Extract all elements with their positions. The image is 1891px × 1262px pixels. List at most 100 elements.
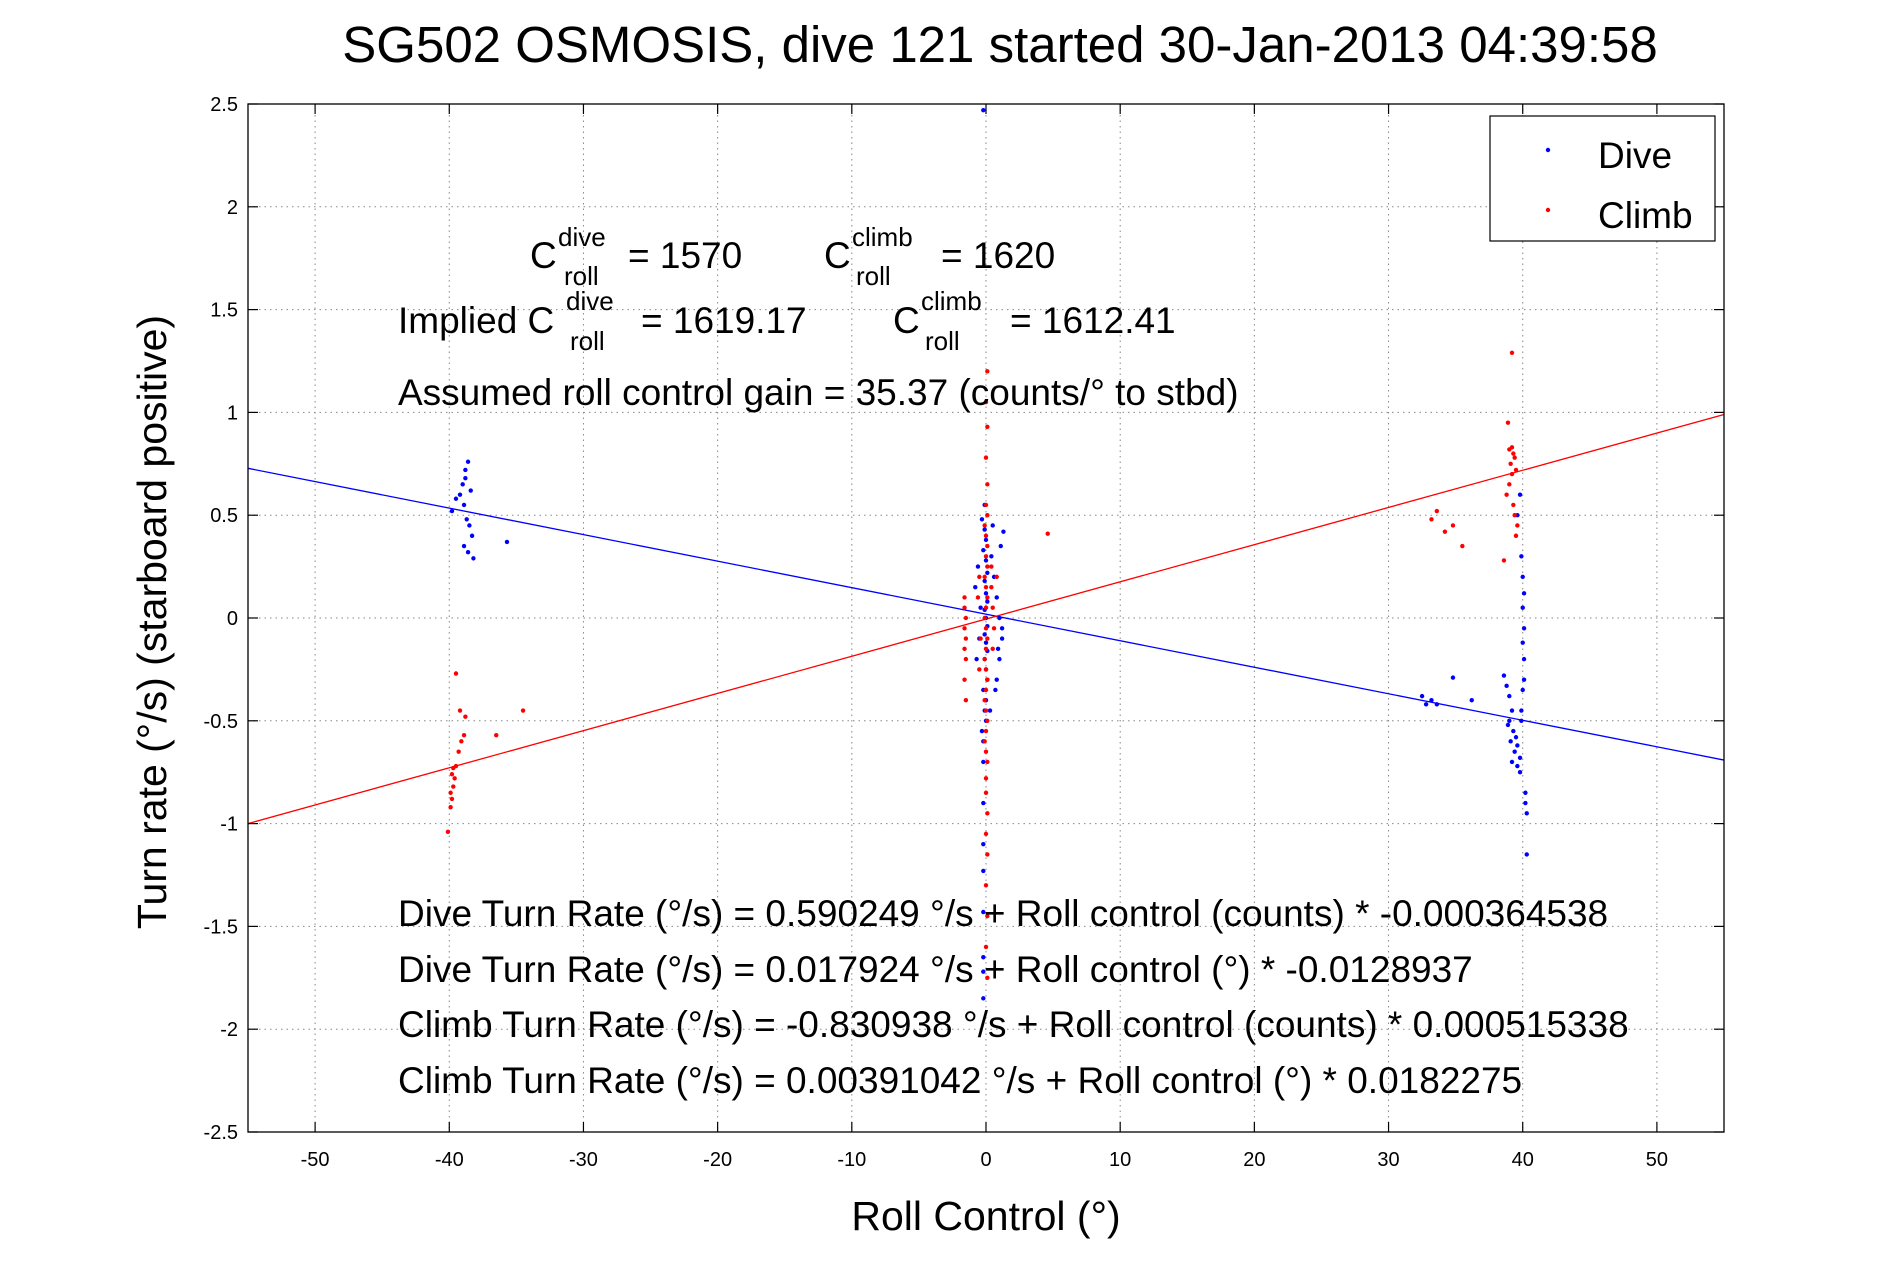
point-dive [1524,811,1529,816]
point-climb [461,732,467,738]
y-tick-label: -1 [220,814,238,836]
point-dive [1523,790,1528,795]
y-tick-label: -1.5 [204,916,238,938]
point-dive [1520,640,1525,645]
point-climb [1442,529,1448,534]
point-climb [1509,350,1515,355]
point-dive [467,523,472,528]
y-tick-label: 1 [227,402,238,424]
annotation-climb-fit-counts: Climb Turn Rate (°/s) = -0.830938 °/s + … [398,1004,1629,1045]
point-climb [448,790,453,795]
point-climb [456,749,461,754]
point-dive [979,517,985,522]
point-dive [983,640,989,645]
point-climb [1434,508,1440,514]
point-dive [1511,728,1516,734]
point-dive [974,656,979,662]
point-climb [463,714,468,719]
point-dive [1521,591,1527,596]
x-tick-label: 50 [1646,1149,1668,1171]
point-climb [985,513,990,518]
c-dive-value: = 1570 [628,235,742,276]
point-dive [1469,698,1474,703]
point-dive [1509,708,1515,713]
point-dive [1524,852,1529,857]
point-climb [982,574,987,580]
point-dive [1450,675,1456,680]
point-dive [982,578,987,584]
point-dive [1512,749,1517,754]
point-climb [1504,492,1509,497]
point-dive [1507,718,1512,723]
x-tick-label: 10 [1109,1149,1131,1171]
point-climb [991,626,997,631]
point-climb [1460,543,1465,549]
point-climb [982,523,987,528]
point-climb [520,708,526,713]
point-dive [981,969,986,974]
point-dive [989,554,994,559]
point-climb [983,455,989,460]
point-dive [983,558,989,563]
legend-marker-climb [1545,207,1551,213]
point-dive [1501,673,1507,678]
x-tick-label: -20 [703,1149,732,1171]
point-climb [983,776,989,781]
point-dive [1515,743,1520,748]
point-climb [989,564,994,569]
annotation-c-roll: C dive roll = 1570 C climb roll = 1620 [530,222,1055,291]
annotation-dive-fit-degrees: Dive Turn Rate (°/s) = 0.017924 °/s + Ro… [398,949,1473,990]
point-dive [465,459,471,464]
point-dive [465,550,471,555]
point-dive [981,909,986,915]
implied-c-dive-value: = 1619.17 [641,300,807,341]
point-climb [962,677,967,682]
point-dive [463,467,468,473]
point-dive [994,595,999,600]
point-climb [453,763,459,769]
point-climb [1509,471,1515,477]
point-climb [985,636,990,641]
point-dive [981,996,986,1001]
x-tick-label: 0 [980,1149,991,1171]
point-dive [975,564,981,569]
annotation-dive-fit-counts: Dive Turn Rate (°/s) = 0.590249 °/s + Ro… [398,893,1608,934]
point-dive [982,527,987,532]
point-climb [983,605,989,610]
point-climb [963,656,969,662]
x-tick-label: 30 [1377,1149,1399,1171]
point-dive [987,708,993,713]
point-climb [983,831,989,837]
point-climb [983,944,989,950]
point-dive [973,584,978,590]
point-dive [461,543,467,549]
point-climb [982,615,987,621]
y-tick-label: 2 [227,197,238,219]
point-climb [975,595,981,600]
implied-c-climb-sub: roll [925,326,960,356]
point-climb [1511,451,1516,456]
annotation-roll-gain: Assumed roll control gain = 35.37 (count… [398,372,1239,413]
point-climb [985,482,990,487]
point-climb [983,883,989,888]
point-climb [983,667,989,672]
point-climb [445,829,451,835]
implied-c-climb-label: C [893,300,920,341]
point-climb [962,646,967,652]
point-climb [985,543,990,549]
x-tick-label: -30 [569,1149,598,1171]
point-dive [1508,739,1513,744]
x-tick-label: 40 [1512,1149,1534,1171]
point-climb [985,718,990,723]
point-climb [449,796,455,802]
point-climb [985,369,990,374]
point-climb [1429,517,1434,522]
point-climb [983,584,989,590]
point-climb [983,626,989,631]
point-climb [448,804,453,810]
point-climb [963,636,969,641]
point-climb [1511,502,1516,508]
point-dive [978,605,983,610]
point-climb [1513,467,1519,473]
c-climb-sub: roll [856,261,891,291]
